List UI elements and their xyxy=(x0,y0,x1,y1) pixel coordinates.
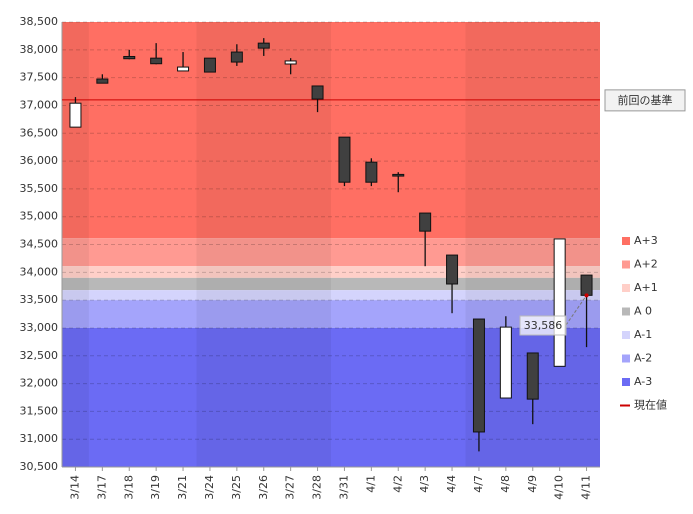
current-box xyxy=(519,315,567,336)
x-tick-label: 4/7 xyxy=(472,475,485,493)
x-tick-label: 4/2 xyxy=(391,475,404,493)
candle-body xyxy=(392,173,405,177)
candle-body xyxy=(580,274,593,296)
candle-body xyxy=(311,85,324,100)
x-tick-label: 3/18 xyxy=(122,475,135,500)
y-tick-label: 34,500 xyxy=(20,238,59,251)
legend-swatch xyxy=(622,260,630,269)
y-tick-label: 35,000 xyxy=(20,210,59,223)
legend-label: A-3 xyxy=(634,375,652,388)
y-tick-label: 32,000 xyxy=(20,377,59,390)
x-tick-label: 3/27 xyxy=(284,475,297,500)
x-tick-label: 3/19 xyxy=(149,475,162,500)
legend-label: A 0 xyxy=(634,305,652,318)
y-tick-label: 38,500 xyxy=(20,15,59,28)
candle-body xyxy=(472,318,485,433)
zone-band xyxy=(62,290,600,301)
legend-swatch xyxy=(622,378,630,386)
candle-body xyxy=(446,254,459,285)
zone-band xyxy=(62,277,600,291)
candle-body xyxy=(526,352,539,400)
legend-label: A+2 xyxy=(634,258,658,271)
x-tick-label: 3/17 xyxy=(95,475,108,500)
zone-band xyxy=(62,266,600,278)
legend-label: 現在値 xyxy=(634,399,667,412)
y-tick-label: 30,500 xyxy=(20,460,59,473)
candle-body xyxy=(284,60,297,65)
x-tick-label: 3/24 xyxy=(203,475,216,500)
y-tick-label: 33,500 xyxy=(20,293,59,306)
candle-body xyxy=(177,66,190,72)
y-tick-label: 35,500 xyxy=(20,182,59,195)
x-tick-label: 3/31 xyxy=(337,475,350,500)
y-tick-label: 32,500 xyxy=(20,349,59,362)
legend-label: A+3 xyxy=(634,234,658,247)
candle-body xyxy=(230,51,243,63)
y-tick-label: 34,000 xyxy=(20,265,59,278)
y-tick-label: 37,000 xyxy=(20,98,59,111)
candle-body xyxy=(553,238,566,367)
candle-body xyxy=(203,57,216,73)
week-shade xyxy=(196,22,331,467)
legend-label: A+1 xyxy=(634,281,658,294)
legend-swatch xyxy=(622,354,630,363)
x-tick-label: 4/4 xyxy=(445,475,458,493)
zone-band xyxy=(62,238,600,267)
x-tick-label: 3/26 xyxy=(257,475,270,500)
y-tick-label: 36,500 xyxy=(20,126,59,139)
x-tick-label: 4/9 xyxy=(526,475,539,493)
x-tick-label: 4/10 xyxy=(553,475,566,500)
y-tick-label: 37,500 xyxy=(20,71,59,84)
x-tick-label: 3/28 xyxy=(311,475,324,500)
candle-body xyxy=(96,78,109,84)
current-point xyxy=(584,293,589,298)
x-tick-label: 4/8 xyxy=(499,475,512,493)
x-tick-label: 3/14 xyxy=(68,475,81,500)
reference-box xyxy=(604,89,686,112)
y-tick-label: 31,500 xyxy=(20,404,59,417)
legend-label: A-2 xyxy=(634,352,652,365)
candle-body xyxy=(365,161,378,183)
y-tick-label: 33,000 xyxy=(20,321,59,334)
candle-body xyxy=(419,212,432,232)
zone-band xyxy=(62,300,600,328)
legend-swatch xyxy=(622,284,630,292)
legend-swatch xyxy=(622,237,630,245)
candle-body xyxy=(150,57,163,65)
x-tick-label: 3/25 xyxy=(230,475,243,500)
candle-body xyxy=(499,326,512,399)
legend-swatch xyxy=(622,331,630,339)
y-tick-label: 31,000 xyxy=(20,432,59,445)
candle-body xyxy=(257,42,270,49)
x-tick-label: 4/3 xyxy=(418,475,431,493)
legend-label: A-1 xyxy=(634,328,652,341)
x-tick-label: 3/21 xyxy=(176,475,189,500)
x-tick-label: 4/1 xyxy=(364,475,377,493)
reference-label: 前回の基準 xyxy=(618,93,673,107)
candle-body xyxy=(338,136,351,183)
candle-body xyxy=(69,102,82,128)
y-tick-label: 38,000 xyxy=(20,43,59,56)
week-shade xyxy=(62,22,89,467)
candle-body xyxy=(123,55,136,60)
y-tick-label: 36,000 xyxy=(20,154,59,167)
current-leader xyxy=(565,295,587,326)
legend-swatch xyxy=(622,307,630,316)
x-tick-label: 4/11 xyxy=(580,475,593,500)
current-label: 33,586 xyxy=(524,319,563,332)
